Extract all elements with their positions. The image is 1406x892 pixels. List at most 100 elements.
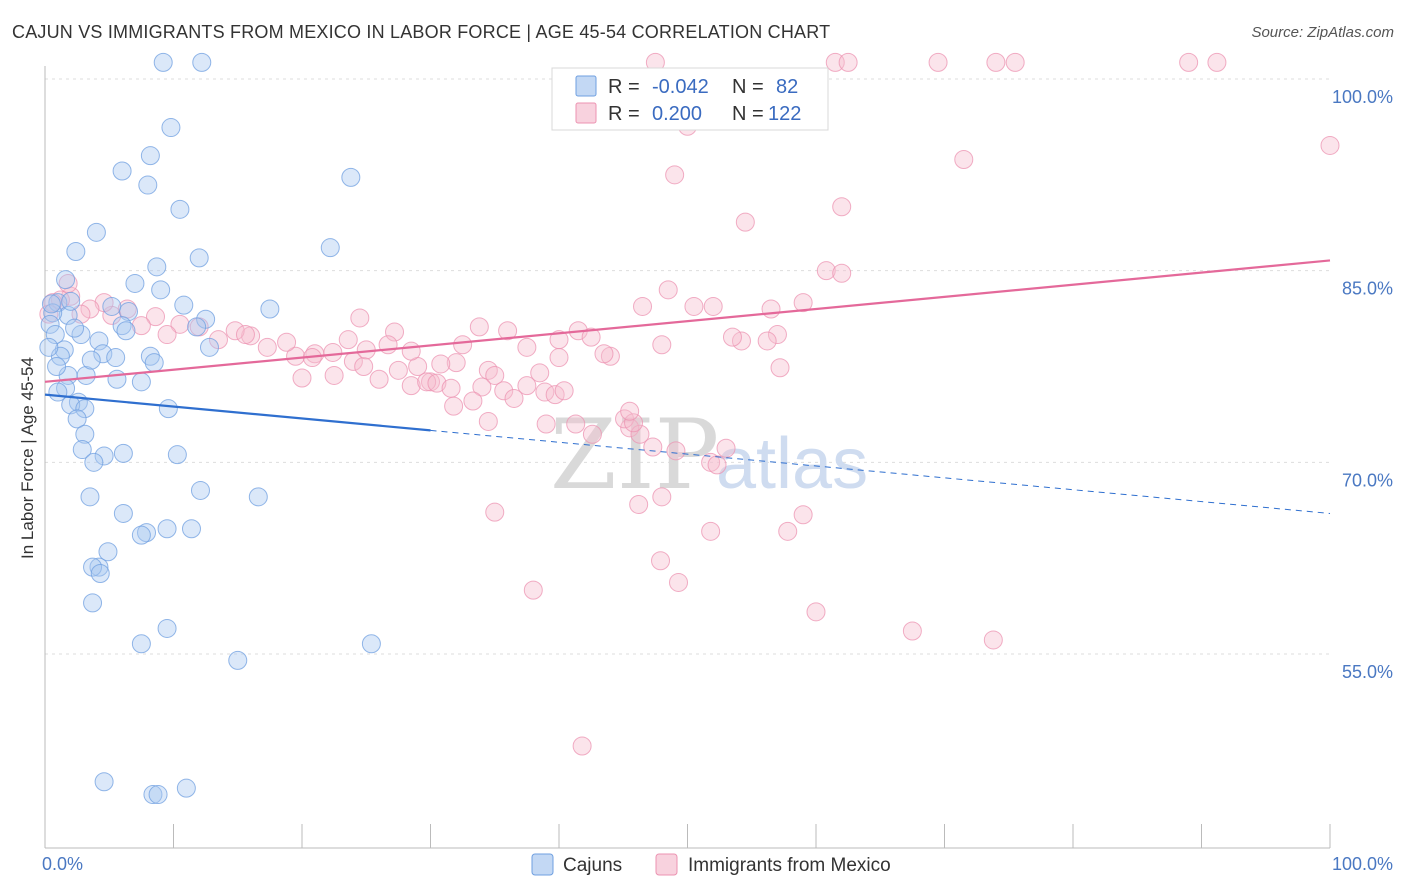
- cajun-point-68: [361, 634, 381, 654]
- legend-r-value-cajuns: -0.042: [652, 76, 709, 98]
- mexico-point-101: [146, 307, 166, 327]
- mexico-point-120: [350, 308, 370, 328]
- cajun-point-6: [341, 167, 361, 187]
- cajun-point-62: [89, 557, 109, 577]
- mexico-point-67: [620, 401, 640, 421]
- cajun-point-8: [86, 222, 106, 242]
- mexico-point-113: [235, 325, 255, 345]
- chart-title: CAJUN VS IMMIGRANTS FROM MEXICO IN LABOR…: [12, 22, 831, 42]
- cajun-point-48: [72, 440, 92, 460]
- mexico-point-75: [485, 502, 505, 522]
- cajun-point-14: [125, 273, 145, 293]
- mexico-point-33: [446, 353, 466, 373]
- mexico-point-18: [703, 296, 723, 316]
- y-axis-label: In Labor Force | Age 45-54: [18, 357, 37, 559]
- mexico-point-115: [323, 342, 343, 362]
- mexico-point-20: [761, 299, 781, 319]
- mexico-point-79: [651, 551, 671, 571]
- cajun-point-17: [174, 295, 194, 315]
- cajun-point-76: [47, 357, 67, 376]
- cajun-point-69: [228, 650, 248, 670]
- mexico-point-28: [757, 331, 777, 351]
- cajun-point-50: [167, 445, 187, 465]
- y-tick-label-85: 85.0%: [1342, 279, 1393, 299]
- mexico-point-12: [832, 197, 852, 217]
- series-legend: Cajuns Immigrants from Mexico: [531, 853, 891, 876]
- mexico-point-82: [806, 602, 826, 622]
- legend-cajuns-label: Cajuns: [563, 855, 622, 876]
- cajun-point-64: [90, 564, 110, 583]
- cajun-point-44: [75, 399, 95, 419]
- cajun-point-25: [112, 316, 132, 336]
- cajun-point-72: [148, 785, 168, 805]
- legend-cajuns-swatch: [531, 853, 554, 876]
- cajun-point-21: [58, 305, 78, 325]
- series-immigrants-from-mexico: [39, 52, 1340, 756]
- mexico-point-73: [652, 487, 672, 507]
- cajun-point-1: [192, 52, 212, 72]
- cajun-point-4: [112, 161, 132, 181]
- mexico-point-74: [629, 495, 649, 514]
- stats-legend-box: [551, 67, 829, 131]
- mexico-point-42: [401, 376, 421, 396]
- mexico-point-57: [463, 391, 483, 411]
- mexico-point-90: [338, 330, 358, 350]
- cajun-point-70: [94, 772, 114, 792]
- cajun-point-26: [45, 325, 65, 345]
- cajun-point-51: [94, 446, 114, 466]
- cajun-point-20: [119, 302, 139, 322]
- cajun-point-49: [113, 443, 133, 463]
- mexico-point-49: [441, 378, 461, 398]
- mexico-point-62: [620, 418, 640, 438]
- cajun-point-19: [102, 296, 122, 316]
- cajun-point-32: [106, 348, 126, 368]
- mexico-point-100: [157, 325, 177, 345]
- mexico-point-16: [658, 280, 678, 300]
- mexico-swatch: [575, 102, 597, 124]
- cajun-point-61: [98, 542, 118, 562]
- cajun-point-43: [61, 395, 81, 415]
- cajun-point-79: [187, 317, 207, 337]
- cajun-point-37: [76, 365, 96, 385]
- x-tick-label-100: 100.0%: [1332, 854, 1393, 874]
- y-tick-label-100: 100.0%: [1332, 87, 1393, 107]
- mexico-point-19: [793, 293, 813, 313]
- mexico-point-24: [767, 325, 787, 345]
- legend-n-label-mexico: N =: [732, 103, 764, 125]
- mexico-point-7: [1207, 52, 1227, 72]
- mexico-point-44: [324, 365, 344, 385]
- legend-r-value-mexico: 0.200: [652, 103, 702, 125]
- cajun-point-45: [158, 399, 178, 419]
- mexico-point-76: [793, 505, 813, 525]
- mexico-point-96: [225, 321, 245, 341]
- mexico-point-56: [504, 388, 524, 408]
- mexico-point-94: [257, 337, 277, 357]
- cajun-point-80: [41, 294, 61, 314]
- mexico-point-51: [494, 381, 514, 401]
- cajun-point-74: [39, 337, 59, 357]
- legend-n-value-mexico: 122: [768, 103, 801, 125]
- cajun-point-54: [80, 487, 100, 507]
- mexico-point-40: [530, 363, 550, 383]
- mexico-point-78: [701, 521, 721, 541]
- mexico-point-59: [478, 411, 498, 431]
- mexico-point-34: [431, 354, 451, 374]
- mexico-point-2: [838, 52, 858, 72]
- mexico-point-85: [572, 736, 592, 756]
- cajun-point-75: [65, 318, 85, 338]
- cajun-point-11: [189, 248, 209, 268]
- legend-mexico-swatch: [655, 853, 678, 876]
- mexico-point-3: [928, 52, 948, 72]
- cajun-point-57: [157, 519, 177, 539]
- mexico-point-6: [1179, 52, 1199, 72]
- mexico-point-13: [735, 212, 755, 232]
- mexico-point-9: [1320, 135, 1340, 155]
- mexico-point-121: [594, 344, 614, 364]
- mexico-point-81: [669, 572, 689, 592]
- cajun-point-18: [260, 299, 280, 319]
- mexico-point-22: [498, 321, 518, 341]
- cajun-point-78: [81, 350, 101, 370]
- watermark-zip: ZIP: [550, 399, 719, 511]
- trend-lines: [44, 259, 1331, 514]
- cajun-point-55: [248, 487, 268, 507]
